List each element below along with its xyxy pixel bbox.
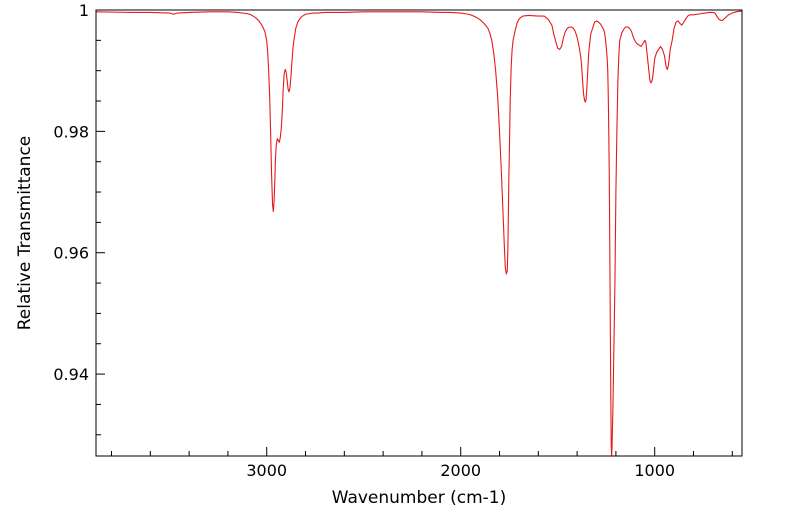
spectrum-line	[96, 10, 742, 456]
series-layer	[96, 10, 742, 456]
y-tick-label: 1	[79, 1, 89, 20]
y-tick-label: 0.94	[53, 365, 89, 384]
x-tick-label: 3000	[246, 461, 287, 480]
x-tick-label: 2000	[440, 461, 481, 480]
x-axis-title: Wavenumber (cm-1)	[332, 488, 507, 508]
y-tick-label: 0.98	[53, 122, 89, 141]
tick-labels-layer: 3000 2000 1000 1 0.98 0.96 0.94	[53, 1, 675, 480]
y-axis-title: Relative Transmittance	[15, 136, 35, 331]
y-tick-label: 0.96	[53, 244, 89, 263]
x-tick-label: 1000	[634, 461, 675, 480]
plot-frame	[95, 9, 743, 457]
